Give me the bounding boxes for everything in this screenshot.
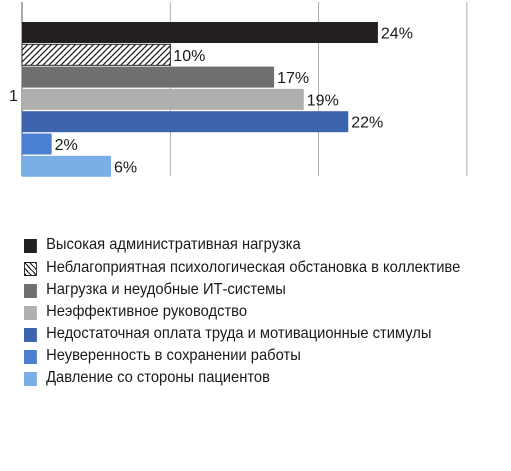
bar [22, 66, 275, 88]
legend-swatch [24, 306, 37, 320]
legend-label: Давление со стороны пациентов [46, 369, 270, 386]
bar-chart: 24% 10% 17% 19% 22% 2% 6% 1 [9, 2, 468, 177]
legend-label: Недостаточная оплата труда и мотивационн… [46, 325, 432, 342]
legend-label: Неблагоприятная психологическая обстанов… [46, 259, 461, 276]
bar [22, 88, 304, 110]
legend-label: Высокая административная нагрузка [46, 236, 301, 253]
legend-item: Недостаточная оплата труда и мотивационн… [24, 325, 466, 342]
legend-item: Нагрузка и неудобные ИТ-системы [24, 281, 466, 298]
legend-item: Давление со стороны пациентов [24, 369, 466, 386]
bar-value-label: 17% [277, 70, 309, 87]
legend-label: Нагрузка и неудобные ИТ-системы [46, 281, 286, 298]
legend-label: Неуверенность в сохранении работы [46, 347, 301, 364]
legend-swatch [24, 372, 37, 386]
bar [22, 111, 349, 133]
legend-label: Неэффективное руководство [46, 303, 248, 320]
bar-value-label: 2% [55, 137, 78, 154]
bar [22, 155, 111, 177]
bar [22, 133, 52, 155]
bar [21, 43, 171, 66]
legend-swatch [24, 262, 37, 276]
bar-value-label: 24% [381, 26, 413, 43]
bar-value-label: 6% [114, 159, 137, 176]
legend-item: Высокая административная нагрузка [24, 236, 466, 253]
bar [22, 22, 378, 43]
category-tick-label: 1 [9, 88, 18, 105]
bar-value-label: 22% [351, 115, 383, 132]
legend-swatch [24, 284, 37, 298]
bar-value-label: 10% [173, 48, 205, 65]
legend-item: Неэффективное руководство [24, 303, 466, 320]
legend-item: Неуверенность в сохранении работы [24, 347, 466, 364]
bar-value-label: 19% [307, 92, 339, 109]
legend-swatch [24, 239, 37, 253]
chart-legend: Высокая административная нагрузка Неблаго… [24, 236, 504, 386]
legend-swatch [24, 328, 37, 342]
legend-swatch [24, 350, 37, 364]
legend-item: Неблагоприятная психологическая обстанов… [24, 259, 466, 276]
